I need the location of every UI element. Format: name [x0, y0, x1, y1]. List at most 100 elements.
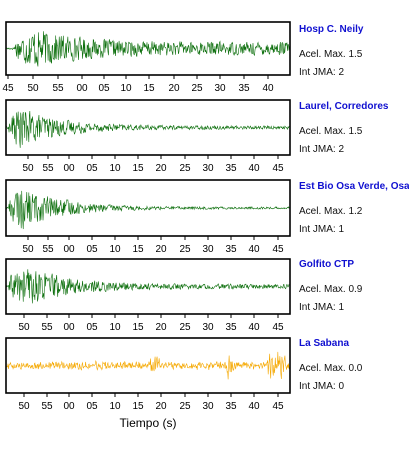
station-name-2: Laurel, Corredores [299, 101, 389, 112]
x-tick-label-3-3: 00 [63, 244, 75, 255]
x-tick-label-1-4: 00 [76, 83, 88, 94]
x-tick-label-3-4: 05 [86, 244, 98, 255]
x-tick-label-5-12: 45 [272, 401, 284, 412]
panel-5: 50 55 00 05 10 15 20 25 30 35 40 45 [5, 337, 291, 412]
station-info-5: La Sabana Acel. Max. 0.0 Int JMA: 0 [299, 338, 409, 392]
x-tick-label-3-1: 50 [22, 244, 34, 255]
x-tick-label-5-5: 10 [109, 401, 121, 412]
accel-value-4: 0.9 [348, 284, 363, 295]
x-tick-label-2-10: 35 [225, 163, 237, 174]
jma-value-5: 0 [338, 381, 345, 392]
x-tick-label-2-1: 50 [22, 163, 34, 174]
x-tick-label-4-6: 15 [132, 322, 144, 333]
station-info-1: Hosp C. Neily Acel. Max. 1.5 Int JMA: 2 [299, 24, 409, 78]
x-tick-label-3-11: 40 [248, 244, 260, 255]
trace-line-4 [6, 269, 290, 304]
x-tick-label-2-6: 15 [132, 163, 144, 174]
x-tick-label-5-9: 30 [202, 401, 214, 412]
accel-label-3: Acel. Max. [299, 206, 346, 217]
station-info-4: Golfito CTP Acel. Max. 0.9 Int JMA: 1 [299, 259, 409, 313]
x-tick-label-3-10: 35 [225, 244, 237, 255]
jma-label-2: Int JMA: [299, 144, 336, 155]
accel-label-4: Acel. Max. [299, 284, 346, 295]
x-tick-label-3-8: 25 [179, 244, 191, 255]
accel-row-1: Acel. Max. 1.5 [299, 49, 409, 60]
accel-value-1: 1.5 [348, 49, 363, 60]
jma-label-4: Int JMA: [299, 302, 336, 313]
x-tick-label-2-3: 00 [63, 163, 75, 174]
station-info-2: Laurel, Corredores Acel. Max. 1.5 Int JM… [299, 101, 409, 155]
x-tick-label-3-9: 30 [202, 244, 214, 255]
trace-line-1 [6, 31, 290, 67]
panel-frame-1 [5, 21, 291, 76]
jma-value-4: 1 [338, 302, 345, 313]
accel-value-3: 1.2 [348, 206, 363, 217]
x-tick-label-3-2: 55 [42, 244, 54, 255]
x-tick-label-1-6: 10 [120, 83, 132, 94]
accel-row-5: Acel. Max. 0.0 [299, 363, 409, 374]
x-tick-label-4-7: 20 [155, 322, 167, 333]
x-tick-label-5-4: 05 [86, 401, 98, 412]
x-tick-label-5-11: 40 [248, 401, 260, 412]
x-tick-label-5-7: 20 [155, 401, 167, 412]
x-tick-label-1-10: 30 [214, 83, 226, 94]
accel-label-5: Acel. Max. [299, 363, 346, 374]
jma-label-1: Int JMA: [299, 67, 336, 78]
x-tick-label-4-10: 35 [225, 322, 237, 333]
x-tick-label-1-9: 25 [191, 83, 203, 94]
x-tick-label-4-1: 50 [18, 322, 30, 333]
accel-value-5: 0.0 [348, 363, 363, 374]
panel-frame-3 [5, 179, 291, 237]
x-tick-label-1-7: 15 [143, 83, 155, 94]
x-tick-label-5-1: 50 [18, 401, 30, 412]
x-tick-label-4-8: 25 [179, 322, 191, 333]
jma-row-4: Int JMA: 1 [299, 302, 409, 313]
x-tick-label-1-5: 05 [98, 83, 110, 94]
station-name-3: Est Bio Osa Verde, Osa [299, 181, 409, 192]
panel-3: 50 55 00 05 10 15 20 25 30 35 40 45 [5, 179, 291, 255]
x-tick-label-2-8: 25 [179, 163, 191, 174]
x-tick-label-4-4: 05 [86, 322, 98, 333]
panel-1: 45 50 55 00 05 10 15 20 25 30 35 40 [2, 21, 291, 94]
x-tick-label-2-2: 55 [42, 163, 54, 174]
x-axis-label: Tiempo (s) [119, 416, 177, 430]
x-tick-label-2-7: 20 [155, 163, 167, 174]
x-tick-label-5-10: 35 [225, 401, 237, 412]
jma-value-3: 1 [338, 224, 345, 235]
x-tick-label-1-8: 20 [168, 83, 180, 94]
panel-frame-5 [5, 337, 291, 394]
accel-row-4: Acel. Max. 0.9 [299, 284, 409, 295]
panel-2: 50 55 00 05 10 15 20 25 30 35 40 45 [5, 99, 291, 174]
x-tick-label-1-3: 55 [52, 83, 64, 94]
jma-value-2: 2 [338, 144, 345, 155]
x-tick-label-3-12: 45 [272, 244, 284, 255]
trace-line-5 [6, 351, 290, 380]
station-name-1: Hosp C. Neily [299, 24, 364, 35]
trace-line-2 [6, 110, 290, 148]
jma-row-1: Int JMA: 2 [299, 67, 409, 78]
jma-label-3: Int JMA: [299, 224, 336, 235]
accel-row-3: Acel. Max. 1.2 [299, 206, 409, 217]
x-tick-label-1-11: 35 [238, 83, 250, 94]
x-tick-label-4-9: 30 [202, 322, 214, 333]
x-tick-label-4-2: 55 [41, 322, 53, 333]
accel-value-2: 1.5 [348, 126, 363, 137]
accel-label-2: Acel. Max. [299, 126, 346, 137]
panel-frame-2 [5, 99, 291, 156]
panel-frame-4 [5, 258, 291, 315]
x-tick-label-4-11: 40 [248, 322, 260, 333]
x-tick-label-1-1: 45 [2, 83, 14, 94]
x-tick-label-4-5: 10 [109, 322, 121, 333]
jma-row-3: Int JMA: 1 [299, 224, 409, 235]
jma-value-1: 2 [338, 67, 345, 78]
x-tick-label-4-3: 00 [63, 322, 75, 333]
x-tick-label-3-7: 20 [155, 244, 167, 255]
x-tick-label-1-12: 40 [262, 83, 274, 94]
panel-4: 50 55 00 05 10 15 20 25 30 35 40 45 [5, 258, 291, 333]
x-tick-label-2-11: 40 [248, 163, 260, 174]
jma-row-5: Int JMA: 0 [299, 381, 409, 392]
jma-label-5: Int JMA: [299, 381, 336, 392]
accel-label-1: Acel. Max. [299, 49, 346, 60]
x-tick-label-5-6: 15 [132, 401, 144, 412]
